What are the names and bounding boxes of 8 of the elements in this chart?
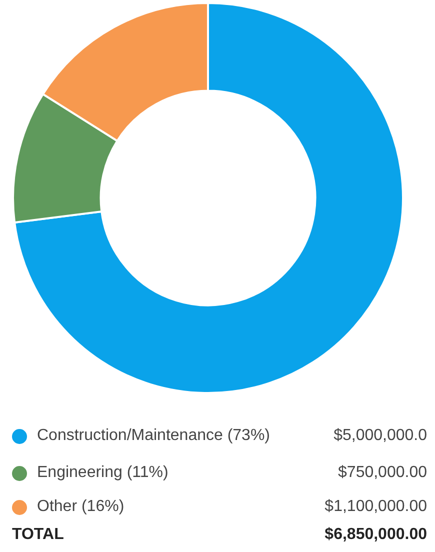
data-label: $1,100,000.00 [324,498,427,516]
legend-label: Engineering (11%) [37,464,170,482]
legend-label: Other (16%) [37,498,126,516]
data-label: $5,000,000.0 [334,427,427,445]
data-label: $750,000.00 [338,464,427,482]
text: TOTAL [12,526,64,544]
legend-label: Construction/Maintenance (73%) [37,427,272,445]
text: $6,850,000.00 [324,526,427,544]
